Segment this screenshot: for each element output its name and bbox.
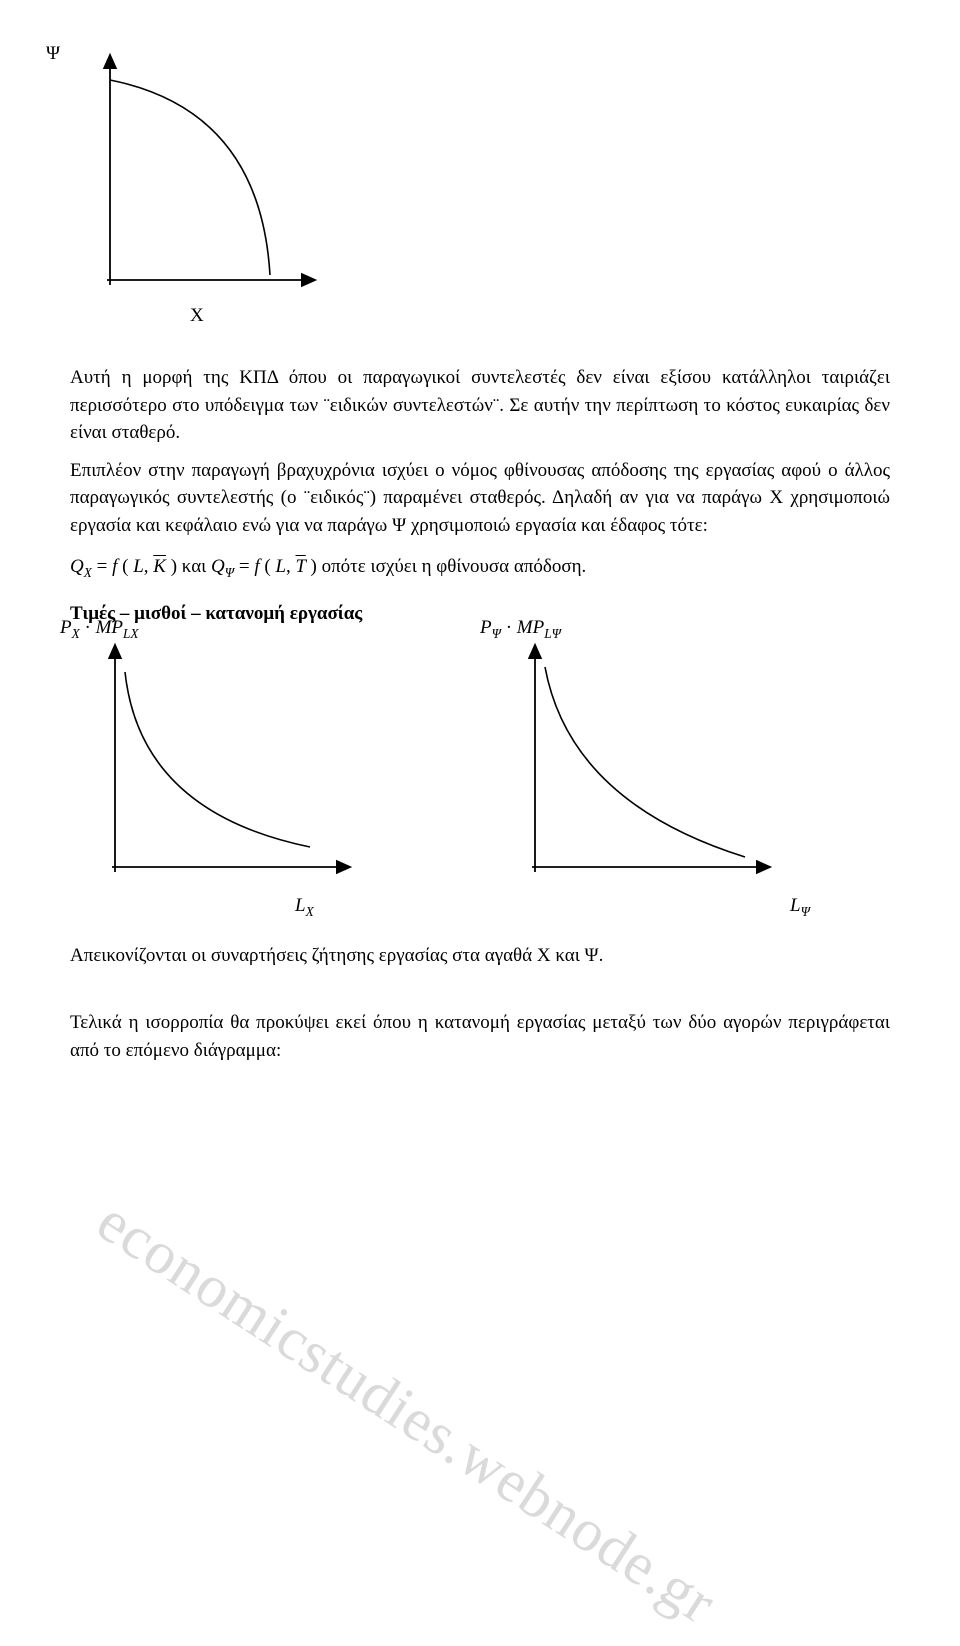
ppf-y-axis-label: Ψ xyxy=(46,40,60,68)
demand-charts-row: PX · MPLX LX PΨ · MPLΨ LΨ xyxy=(70,642,890,942)
final-paragraph: Τελικά η ισορροπία θα προκύψει εκεί όπου… xyxy=(70,1009,890,1064)
charts-caption: Απεικονίζονται οι συναρτήσεις ζήτησης ερ… xyxy=(70,942,890,970)
demand-chart-psi: PΨ · MPLΨ LΨ xyxy=(490,642,790,942)
demand-x-svg xyxy=(70,642,370,902)
watermark-text: economicstudies.webnode.gr xyxy=(80,1179,733,1645)
qpsi: QΨ xyxy=(211,556,239,577)
paragraph-2: Επιπλέον στην παραγωγή βραχυχρόνια ισχύε… xyxy=(70,457,890,540)
ppf-svg xyxy=(70,50,330,320)
demand-psi-x-label: LΨ xyxy=(790,892,810,921)
demand-psi-y-label: PΨ · MPLΨ xyxy=(480,614,561,643)
ppf-chart: Ψ Χ xyxy=(70,50,330,350)
demand-psi-svg xyxy=(490,642,790,902)
demand-chart-x: PX · MPLX LX xyxy=(70,642,370,942)
paragraph-1: Αυτή η μορφή της ΚΠΔ όπου οι παραγωγικοί… xyxy=(70,364,890,447)
qx: QX xyxy=(70,556,97,577)
formula-line: QX = f ( L, K ) και QΨ = f ( L, T ) οπότ… xyxy=(70,553,890,582)
ppf-x-axis-label: Χ xyxy=(190,302,204,330)
demand-x-y-label: PX · MPLX xyxy=(60,614,139,643)
demand-x-x-label: LX xyxy=(295,892,314,921)
